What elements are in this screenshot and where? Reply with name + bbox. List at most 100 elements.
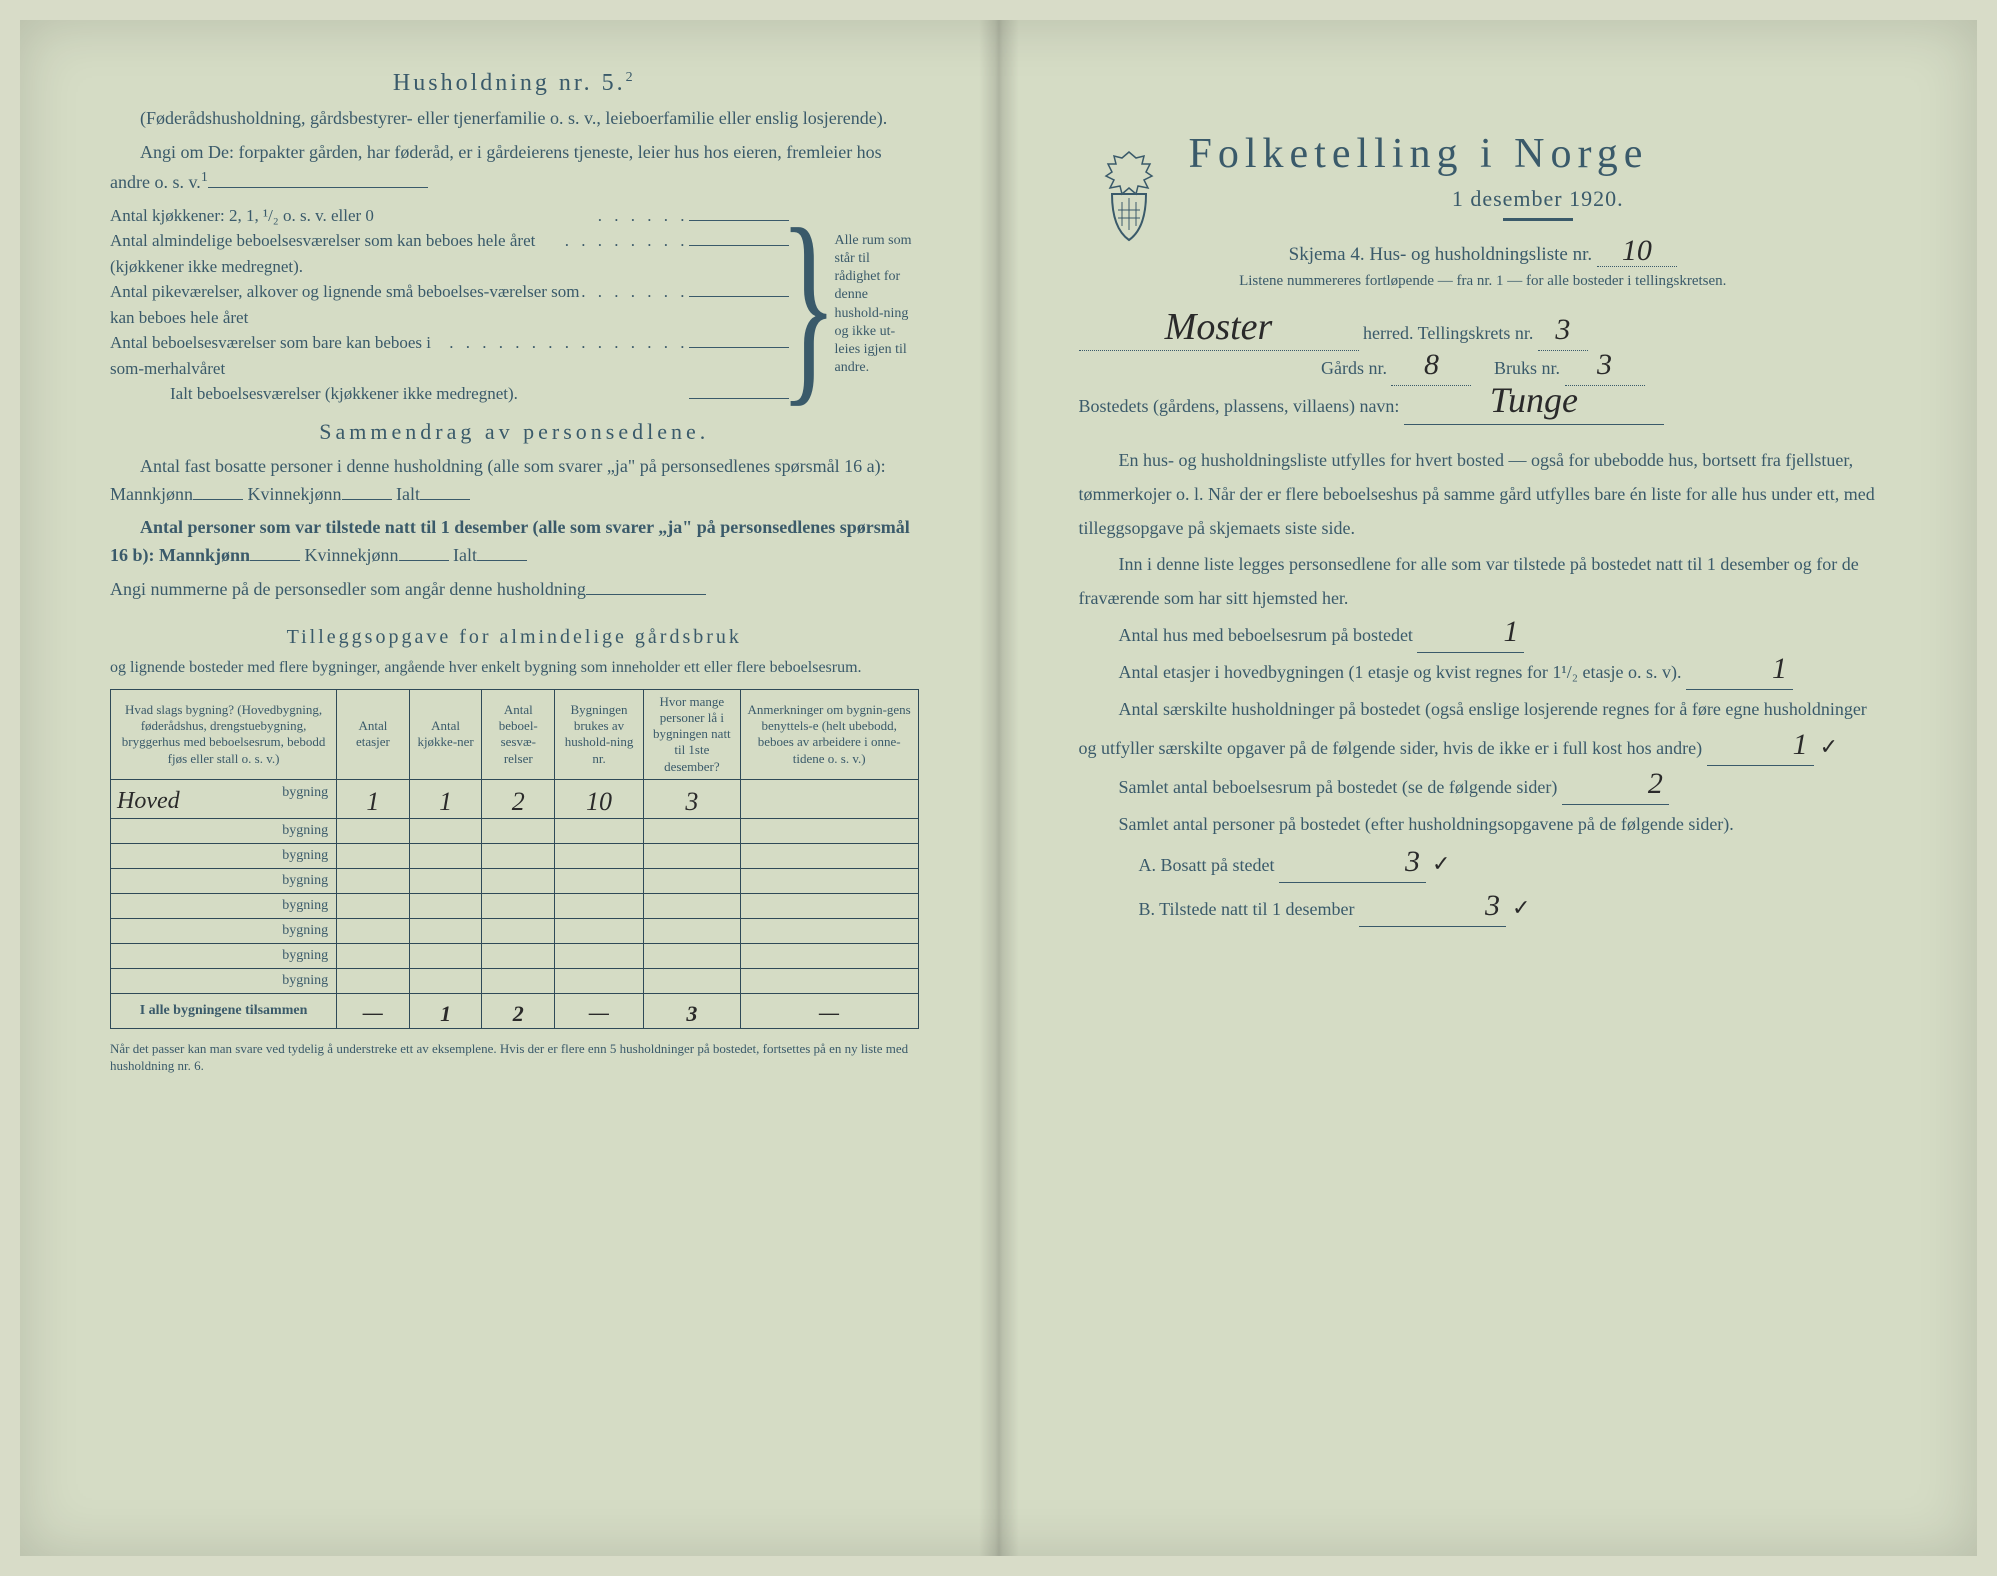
q3-val: 1 bbox=[1753, 733, 1808, 757]
qa-label: A. Bosatt på stedet bbox=[1139, 855, 1275, 875]
building-name-cell: Hovedbygning bbox=[111, 779, 337, 818]
q4-val: 2 bbox=[1608, 772, 1663, 796]
right-header: Folketelling i Norge 1 desember 1920. bbox=[1189, 130, 1888, 221]
qb-field: 3 bbox=[1359, 892, 1506, 927]
left-page: Husholdning nr. 5.2 (Føderådshusholdning… bbox=[20, 20, 999, 1556]
buildings-table-wrap: Hvad slags bygning? (Hovedbygning, føder… bbox=[110, 689, 919, 1029]
right-body: Moster herred. Tellingskrets nr. 3 Gårds… bbox=[1079, 312, 1888, 929]
bosted-field: Tunge bbox=[1404, 386, 1664, 424]
building-cell bbox=[643, 893, 740, 918]
q4-field: 2 bbox=[1562, 770, 1669, 805]
building-cell bbox=[337, 843, 410, 868]
building-suffix: bygning bbox=[282, 923, 328, 938]
building-cell bbox=[740, 818, 918, 843]
liste-nr-field: 10 bbox=[1597, 239, 1677, 267]
right-title: Folketelling i Norge bbox=[1189, 130, 1888, 178]
skjema-pre: Skjema 4. Hus- og husholdningsliste nr. bbox=[1289, 244, 1592, 265]
building-cell bbox=[643, 843, 740, 868]
herred-val: Moster bbox=[1165, 312, 1273, 342]
tot-4: 3 bbox=[643, 993, 740, 1028]
gards-field: 8 bbox=[1391, 351, 1471, 386]
rooms-row-1: Antal pikeværelser, alkover og lignende … bbox=[110, 279, 789, 330]
building-cell bbox=[482, 918, 555, 943]
building-name-cell: bygning bbox=[111, 968, 337, 993]
building-cell bbox=[555, 968, 644, 993]
section1-title-text: Husholdning nr. 5. bbox=[393, 70, 626, 96]
section3-sub: og lignende bosteder med flere bygninger… bbox=[110, 657, 919, 679]
tot-0: — bbox=[337, 993, 410, 1028]
qb-check: ✓ bbox=[1512, 895, 1530, 920]
building-cell bbox=[409, 843, 482, 868]
q3-check: ✓ bbox=[1820, 734, 1838, 759]
building-cell bbox=[740, 893, 918, 918]
building-cell bbox=[409, 943, 482, 968]
rooms-row-0: Antal almindelige beboelsesværelser som … bbox=[110, 228, 789, 279]
table-row: bygning bbox=[111, 943, 919, 968]
s2-line3-text: Angi nummerne på de personsedler som ang… bbox=[110, 579, 586, 599]
section3-footnote: Når det passer kan man svare ved tydelig… bbox=[110, 1041, 919, 1075]
section1-intro2-sup: 1 bbox=[201, 170, 208, 185]
rooms-row-0-label: Antal almindelige beboelsesværelser som … bbox=[110, 228, 565, 279]
table-row: bygning bbox=[111, 918, 919, 943]
kitchen-val bbox=[689, 220, 789, 221]
building-cell bbox=[337, 818, 410, 843]
building-cell bbox=[643, 918, 740, 943]
building-cell bbox=[740, 918, 918, 943]
rooms-row-2-label: Antal beboelsesværelser som bare kan beb… bbox=[110, 330, 449, 381]
building-name-cell: bygning bbox=[111, 943, 337, 968]
building-cell bbox=[643, 968, 740, 993]
divider bbox=[1503, 218, 1573, 221]
buildings-thead: Hvad slags bygning? (Hovedbygning, føder… bbox=[111, 689, 919, 779]
table-row: bygning bbox=[111, 818, 919, 843]
document-spread: Husholdning nr. 5.2 (Føderådshusholdning… bbox=[20, 20, 1977, 1556]
col-4: Bygningen brukes av hushold-ning nr. bbox=[555, 689, 644, 779]
q2: Antal etasjer i hovedbygningen (1 etasje… bbox=[1079, 655, 1888, 690]
building-cell: 3 bbox=[643, 779, 740, 818]
col-5: Hvor mange personer lå i bygningen natt … bbox=[643, 689, 740, 779]
kitchen-row: Antal kjøkkener: 2, 1, ¹/₂ o. s. v. elle… bbox=[110, 203, 789, 229]
building-cell bbox=[337, 893, 410, 918]
q2-label: Antal etasjer i hovedbygningen (1 etasje… bbox=[1119, 662, 1682, 682]
building-name-cell: bygning bbox=[111, 868, 337, 893]
rooms-row-1-label: Antal pikeværelser, alkover og lignende … bbox=[110, 279, 581, 330]
building-suffix: bygning bbox=[282, 948, 328, 963]
building-cell: 1 bbox=[409, 779, 482, 818]
buildings-tfoot: I alle bygningene tilsammen — 1 2 — 3 — bbox=[111, 993, 919, 1028]
building-cell bbox=[337, 968, 410, 993]
bruks-label: Bruks nr. bbox=[1494, 358, 1560, 378]
herred-line: Moster herred. Tellingskrets nr. 3 bbox=[1079, 312, 1888, 351]
q5: Samlet antal personer på bostedet (efter… bbox=[1079, 807, 1888, 841]
buildings-tbody: Hovedbygning112103bygningbygningbygningb… bbox=[111, 779, 919, 993]
qb-label: B. Tilstede natt til 1 desember bbox=[1139, 899, 1355, 919]
building-cell bbox=[482, 843, 555, 868]
listene-line: Listene nummereres fortløpende — fra nr.… bbox=[1079, 273, 1888, 290]
bruks-val: 3 bbox=[1597, 353, 1612, 377]
q1: Antal hus med beboelsesrum på bostedet 1 bbox=[1079, 618, 1888, 653]
building-cell bbox=[555, 843, 644, 868]
buildings-table: Hvad slags bygning? (Hovedbygning, føder… bbox=[110, 689, 919, 1029]
building-cell bbox=[409, 968, 482, 993]
col-3: Antal beboel-sesvæ-relser bbox=[482, 689, 555, 779]
ialt-label: Ialt beboelsesværelser (kjøkkener ikke m… bbox=[110, 381, 689, 407]
building-cell bbox=[740, 843, 918, 868]
section1-title-sup: 2 bbox=[626, 70, 636, 85]
building-cell bbox=[740, 968, 918, 993]
building-cell bbox=[740, 779, 918, 818]
s2-mk1 bbox=[193, 481, 243, 500]
building-cell bbox=[643, 943, 740, 968]
building-cell bbox=[643, 818, 740, 843]
qb-val: 3 bbox=[1425, 894, 1500, 918]
s2-ialt1 bbox=[420, 481, 470, 500]
q1-field: 1 bbox=[1417, 618, 1524, 653]
building-suffix: bygning bbox=[282, 873, 328, 888]
skjema-line: Skjema 4. Hus- og husholdningsliste nr. … bbox=[1079, 239, 1888, 267]
para2: Inn i denne liste legges personsedlene f… bbox=[1079, 547, 1888, 615]
building-cell: 1 bbox=[337, 779, 410, 818]
rooms-row-0-dots: . . . . . . . . bbox=[565, 228, 689, 254]
tot-2: 2 bbox=[482, 993, 555, 1028]
table-row: bygning bbox=[111, 843, 919, 868]
qa: A. Bosatt på stedet 3✓ bbox=[1079, 843, 1888, 885]
rooms-rows: Antal kjøkkener: 2, 1, ¹/₂ o. s. v. elle… bbox=[110, 203, 789, 407]
s2-line3-blank bbox=[586, 576, 706, 595]
building-suffix: bygning bbox=[282, 848, 328, 863]
